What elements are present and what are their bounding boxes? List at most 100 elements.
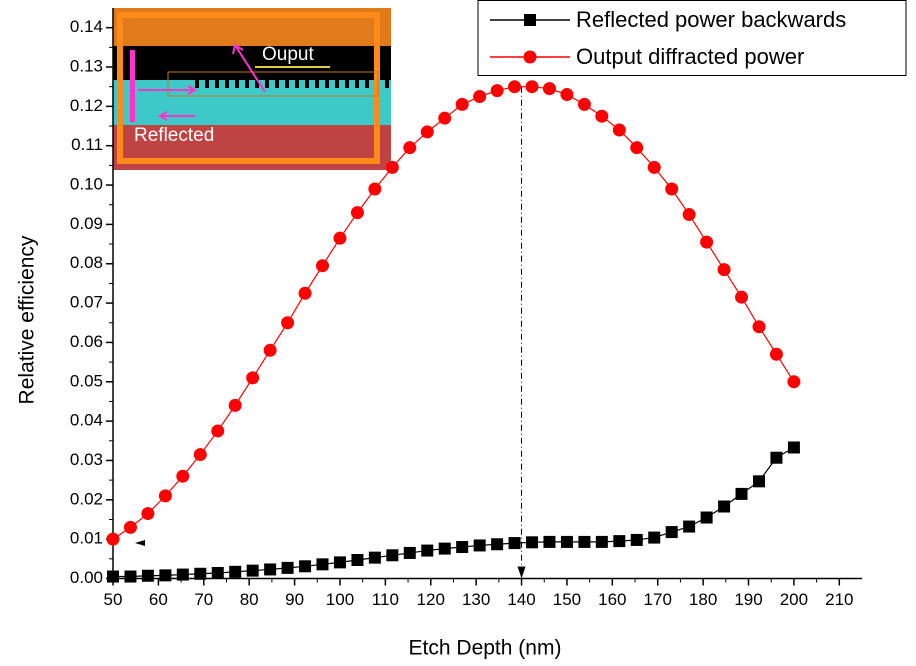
series-line (112, 86, 795, 540)
data-point (525, 80, 539, 94)
data-point (630, 533, 643, 546)
inset-outline (167, 71, 379, 97)
y-axis-label: Relative efficiency (16, 235, 39, 404)
data-point (421, 544, 434, 557)
data-point (298, 286, 312, 300)
data-point (176, 469, 190, 483)
inset-label: Ouput (262, 44, 314, 65)
y-tick-label: 0.08 (70, 253, 103, 272)
annotation-arrow (135, 540, 145, 546)
x-tick-label: 200 (780, 590, 808, 609)
data-point (560, 88, 574, 102)
data-point (403, 546, 416, 559)
data-point (264, 563, 277, 576)
data-point (211, 424, 225, 438)
data-point (560, 535, 573, 548)
data-point (490, 84, 504, 98)
inset-source (130, 50, 135, 122)
data-point (456, 541, 469, 554)
data-point (665, 526, 678, 539)
data-point (351, 554, 364, 567)
data-point (176, 568, 189, 581)
legend-box (477, 0, 907, 76)
x-tick-label: 160 (598, 590, 626, 609)
data-point (368, 182, 382, 196)
data-point (543, 535, 556, 548)
y-tick-label: 0.09 (70, 214, 103, 233)
data-point (106, 532, 120, 546)
x-tick-label: 110 (372, 590, 399, 609)
data-point (246, 371, 260, 385)
x-tick-label: 170 (644, 590, 672, 609)
x-tick-label: 190 (734, 590, 762, 609)
data-point (123, 520, 137, 534)
data-point (508, 80, 522, 94)
data-point (333, 231, 347, 245)
x-tick-label: 60 (149, 590, 168, 609)
data-point (717, 263, 731, 277)
data-point (315, 259, 329, 273)
inset-frame (117, 12, 380, 164)
data-point (385, 160, 399, 174)
data-point (124, 570, 137, 583)
y-tick-label: 0.04 (70, 411, 103, 430)
data-point (403, 141, 417, 155)
inset-layer (113, 46, 391, 80)
data-point (420, 125, 434, 139)
y-tick-label: 0.11 (71, 135, 103, 154)
data-point (508, 537, 521, 550)
data-point (438, 542, 451, 555)
data-point (718, 500, 731, 513)
x-axis-label: Etch Depth (nm) (409, 637, 562, 660)
x-tick-label: 140 (507, 590, 535, 609)
data-point (753, 475, 766, 488)
data-point (647, 160, 661, 174)
legend-marker (524, 14, 536, 26)
data-point (229, 565, 242, 578)
data-point (612, 123, 626, 137)
data-point (211, 566, 224, 579)
data-point (438, 111, 452, 125)
data-point (665, 182, 679, 196)
data-point (281, 316, 295, 330)
data-point (141, 507, 155, 521)
data-point (577, 97, 591, 111)
data-point (683, 520, 696, 533)
y-tick-label: 0.06 (70, 332, 103, 351)
data-point (735, 487, 748, 500)
x-tick-label: 70 (194, 590, 213, 609)
data-point (700, 235, 714, 249)
data-point (193, 448, 207, 462)
data-point (770, 451, 783, 464)
data-point (386, 549, 399, 562)
data-point (578, 535, 591, 548)
data-point (542, 82, 556, 96)
data-point (263, 343, 277, 357)
inset: Ouput Reflected (113, 8, 391, 170)
x-tick-label: 150 (553, 590, 581, 609)
data-point (473, 90, 487, 104)
data-point (682, 208, 696, 222)
inset-label: Reflected (134, 125, 214, 146)
data-point (526, 536, 539, 549)
data-point (491, 538, 504, 551)
data-point (316, 558, 329, 571)
data-point (299, 560, 312, 573)
data-point (228, 398, 242, 412)
data-point (769, 347, 783, 361)
legend-label: Output diffracted power (576, 44, 804, 69)
inset-grating (195, 80, 389, 88)
x-tick-label: 50 (104, 590, 123, 609)
data-point (595, 535, 608, 548)
data-point (350, 206, 364, 220)
y-tick-label: 0.13 (70, 57, 103, 76)
data-point (333, 556, 346, 569)
peak-arrow (517, 566, 526, 579)
y-tick-label: 0.02 (70, 489, 103, 508)
x-tick-label: 120 (417, 590, 445, 609)
data-point (455, 97, 469, 111)
x-tick-label: 100 (326, 590, 354, 609)
y-tick-label: 0.05 (70, 371, 103, 390)
